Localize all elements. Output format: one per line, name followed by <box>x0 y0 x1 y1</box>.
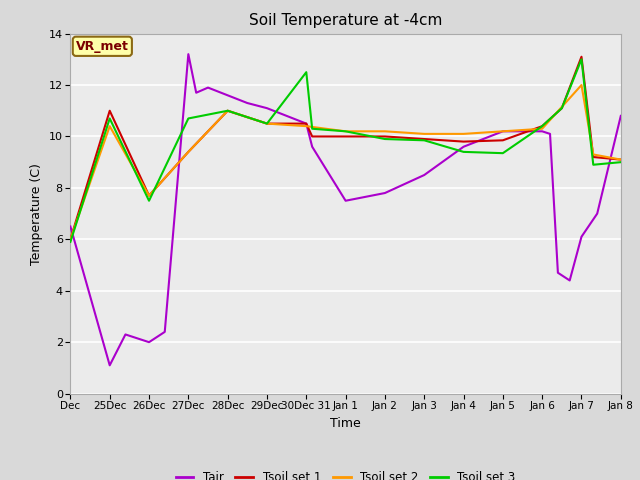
X-axis label: Time: Time <box>330 417 361 430</box>
Legend: Tair, Tsoil set 1, Tsoil set 2, Tsoil set 3: Tair, Tsoil set 1, Tsoil set 2, Tsoil se… <box>171 466 520 480</box>
Text: VR_met: VR_met <box>76 40 129 53</box>
Y-axis label: Temperature (C): Temperature (C) <box>30 163 43 264</box>
Title: Soil Temperature at -4cm: Soil Temperature at -4cm <box>249 13 442 28</box>
